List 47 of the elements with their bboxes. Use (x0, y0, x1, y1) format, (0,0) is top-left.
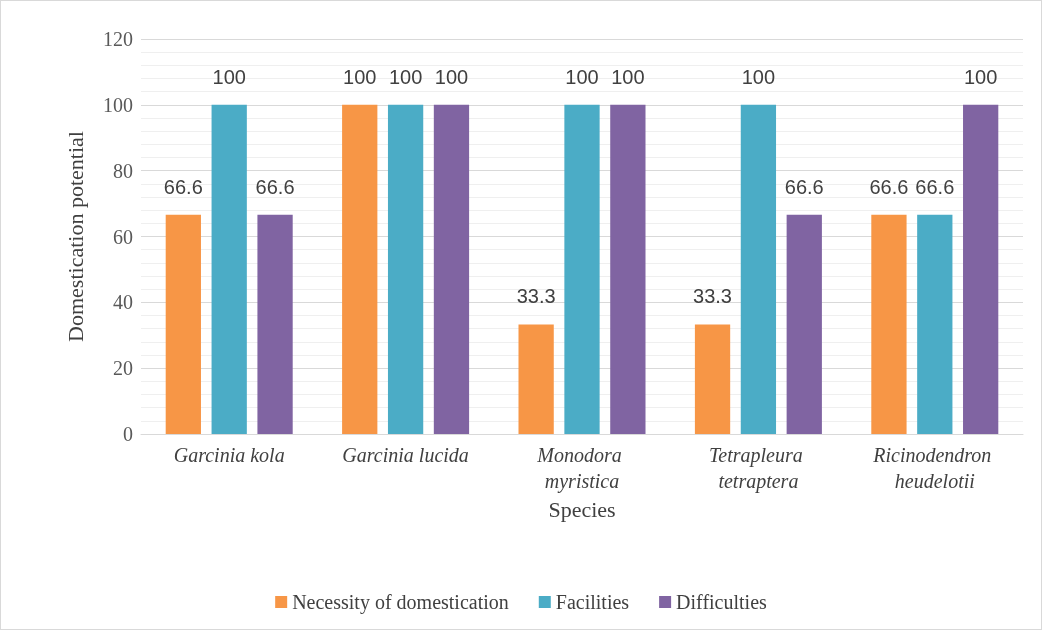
x-tick-label: Garcinia lucida (342, 444, 469, 466)
bar (342, 104, 378, 434)
bar (518, 324, 554, 434)
data-label: 100 (343, 65, 377, 88)
data-label: 33.3 (693, 285, 732, 308)
bar (257, 214, 293, 434)
data-label: 100 (388, 65, 423, 88)
y-tick-label: 100 (103, 93, 133, 116)
legend-label: Difficulties (676, 591, 768, 613)
legend-label: Facilities (555, 591, 630, 613)
bar (963, 104, 999, 434)
y-tick-label: 0 (123, 423, 133, 445)
y-tick-label: 60 (113, 225, 133, 248)
x-axis-title: Species (548, 497, 616, 523)
bar (917, 214, 953, 434)
y-tick-label: 120 (103, 28, 133, 50)
y-axis-title: Domestication potential (62, 131, 88, 342)
data-label: 66.6 (255, 175, 295, 198)
bar (564, 104, 600, 434)
data-label: 100 (963, 65, 998, 88)
bar (694, 324, 731, 434)
bar (211, 104, 247, 434)
data-label: 100 (434, 65, 469, 88)
x-tick-label: Tetrapleura tetraptera (709, 444, 808, 493)
y-tick-label: 20 (113, 357, 133, 380)
y-tick-label: 40 (113, 291, 133, 314)
data-label: 100 (212, 65, 246, 88)
data-label: 66.6 (869, 175, 909, 198)
bar (610, 104, 646, 434)
x-tick-label: Monodora myristica (536, 444, 627, 493)
x-tick-label: Garcinia kola (173, 444, 285, 466)
data-label: 100 (565, 65, 599, 88)
data-label: 100 (611, 65, 645, 88)
data-label: 100 (741, 65, 776, 88)
data-label: 66.6 (915, 175, 955, 198)
bar (786, 214, 822, 434)
data-label: 66.6 (784, 175, 824, 198)
bar (387, 104, 424, 434)
bar (165, 214, 201, 434)
bar (740, 104, 777, 434)
x-tick-label: Ricinodendron heudelotii (872, 444, 997, 492)
y-tick-label: 80 (113, 159, 133, 182)
legend-label: Necessity of domestication (292, 591, 509, 614)
data-label: 33.3 (516, 285, 556, 308)
data-label: 66.6 (163, 175, 203, 198)
bar (433, 104, 470, 434)
bar (871, 214, 907, 434)
